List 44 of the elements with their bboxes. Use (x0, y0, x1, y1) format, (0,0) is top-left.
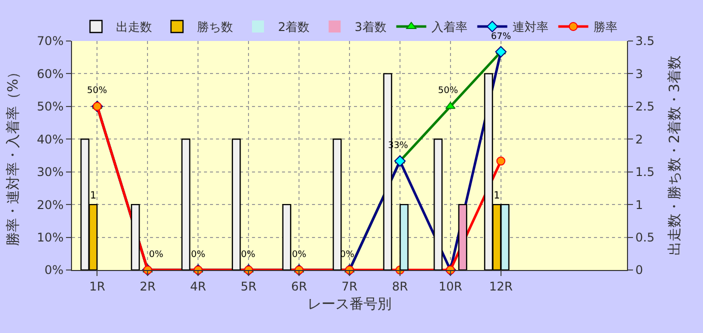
data-label: 1 (90, 190, 96, 202)
data-label: 0% (292, 250, 307, 260)
y-axis-title: 勝率・連対率・入着率（%） (6, 64, 22, 246)
data-label: 0% (149, 250, 164, 260)
x-tick-label: 5R (240, 279, 257, 294)
y-tick-label: 0% (44, 263, 64, 278)
y2-tick-label: 1 (635, 198, 644, 212)
legend-label: 2着数 (278, 20, 310, 34)
legend-label: 勝率 (593, 20, 618, 34)
data-label: 50% (438, 86, 458, 96)
x-tick-label: 4R (190, 279, 206, 294)
y-tick-label: 40% (36, 132, 64, 146)
data-label: 50% (87, 86, 108, 96)
data-label: 0% (191, 250, 206, 260)
x-tick-label: 12R (489, 279, 513, 294)
x-tick-label: 10R (438, 279, 462, 294)
y-tick-label: 20% (36, 198, 64, 212)
legend-label: 3着数 (354, 20, 386, 34)
x-tick-label: 6R (291, 279, 308, 294)
y2-tick-label: 0 (635, 263, 644, 278)
y-tick-label: 70% (36, 34, 64, 48)
y2-tick-label: 2.5 (635, 100, 654, 114)
data-label: 1 (494, 190, 500, 202)
y-tick-label: 30% (36, 165, 64, 180)
x-tick-label: 8R (392, 279, 408, 294)
data-label: 0% (241, 250, 256, 260)
y-tick-label: 50% (36, 100, 64, 114)
legend-label: 勝ち数 (197, 20, 233, 34)
legend-label: 入着率 (431, 20, 468, 34)
x-tick-label: 2R (140, 279, 156, 294)
y2-tick-label: 2 (635, 132, 644, 146)
y2-axis-title: 出走数・勝ち数・2着数・3着数 (666, 56, 683, 256)
legend-label: 出走数 (116, 20, 152, 34)
legend-label: 連対率 (512, 20, 548, 34)
x-tick-label: 1R (89, 279, 106, 294)
y2-tick-label: 0.5 (635, 230, 654, 244)
y-tick-label: 60% (36, 66, 64, 81)
x-tick-label: 7R (342, 279, 358, 294)
y-tick-label: 10% (36, 230, 64, 244)
x-axis-title: レース番号別 (308, 296, 392, 313)
data-label: 67% (491, 32, 512, 42)
y2-tick-label: 3 (635, 66, 644, 81)
y2-tick-label: 1.5 (635, 165, 654, 180)
y2-tick-label: 3.5 (635, 34, 654, 48)
